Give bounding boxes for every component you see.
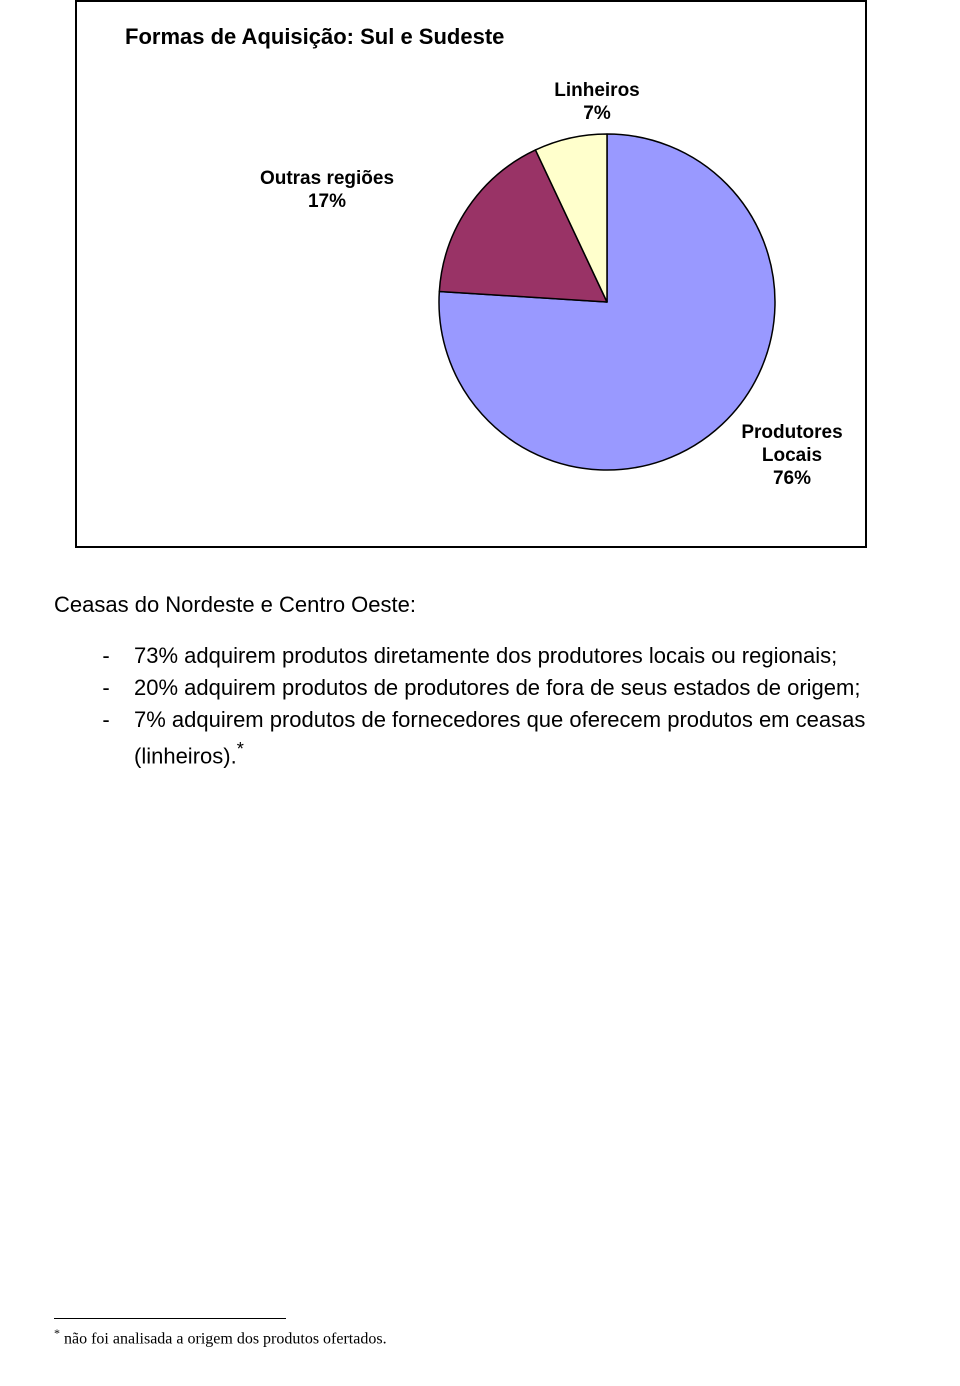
bullet-item-2: - 20% adquirem produtos de produtores de… — [78, 672, 908, 704]
label-produtores-name2: Locais — [717, 445, 867, 468]
footnote-text: não foi analisada a origem dos produtos … — [64, 1330, 387, 1347]
label-produtores-name1: Produtores — [717, 422, 867, 445]
bullet-text-3-sup: * — [237, 738, 244, 759]
bullet-dash: - — [78, 672, 134, 704]
bullet-dash: - — [78, 704, 134, 772]
bullet-dash: - — [78, 640, 134, 672]
bullet-text-3: 7% adquirem produtos de fornecedores que… — [134, 704, 908, 772]
label-outras-name: Outras regiões — [237, 168, 417, 191]
bullet-item-3: - 7% adquirem produtos de fornecedores q… — [78, 704, 908, 772]
footnote: * não foi analisada a origem dos produtos… — [54, 1326, 387, 1348]
label-linheiros-pct: 7% — [532, 103, 662, 126]
label-produtores-pct: 76% — [717, 468, 867, 491]
label-outras-pct: 17% — [237, 191, 417, 214]
page-root: Formas de Aquisição: Sul e Sudeste Linhe… — [0, 0, 960, 1386]
bullet-text-1: 73% adquirem produtos diretamente dos pr… — [134, 640, 908, 672]
bullet-list: - 73% adquirem produtos diretamente dos … — [78, 640, 908, 772]
label-linheiros: Linheiros 7% — [532, 80, 662, 126]
label-outras-regioes: Outras regiões 17% — [237, 168, 417, 214]
footnote-separator — [54, 1318, 286, 1319]
footnote-marker: * — [54, 1326, 60, 1340]
chart-card: Formas de Aquisição: Sul e Sudeste Linhe… — [75, 0, 867, 548]
label-produtores-locais: Produtores Locais 76% — [717, 422, 867, 490]
section-heading: Ceasas do Nordeste e Centro Oeste: — [54, 592, 416, 618]
bullet-item-1: - 73% adquirem produtos diretamente dos … — [78, 640, 908, 672]
bullet-text-2: 20% adquirem produtos de produtores de f… — [134, 672, 908, 704]
label-linheiros-name: Linheiros — [532, 80, 662, 103]
